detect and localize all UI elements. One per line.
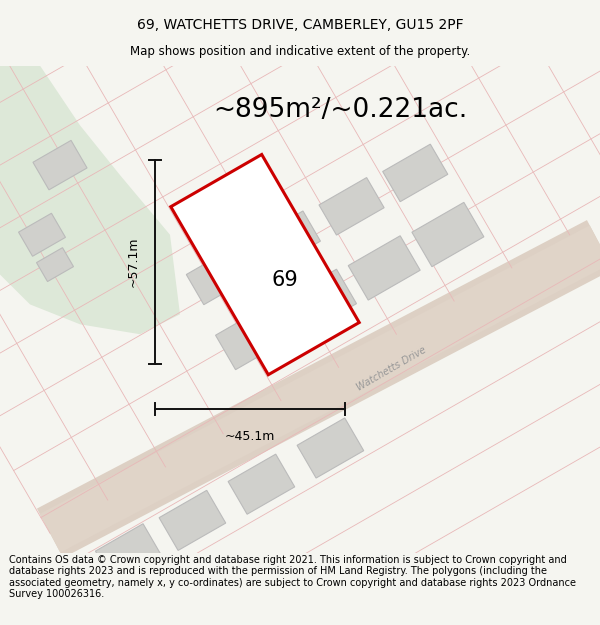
Polygon shape [171,154,359,375]
Polygon shape [159,491,226,551]
Text: ~895m²/~0.221ac.: ~895m²/~0.221ac. [213,98,467,123]
Polygon shape [37,248,73,281]
Text: 69, WATCHETTS DRIVE, CAMBERLEY, GU15 2PF: 69, WATCHETTS DRIVE, CAMBERLEY, GU15 2PF [137,18,463,32]
Polygon shape [383,144,448,202]
Polygon shape [40,226,600,552]
Polygon shape [37,220,600,558]
Polygon shape [319,177,384,235]
Polygon shape [348,236,420,300]
Polygon shape [228,454,295,514]
Polygon shape [187,247,251,305]
Text: Contains OS data © Crown copyright and database right 2021. This information is : Contains OS data © Crown copyright and d… [9,554,576,599]
Text: 69: 69 [272,269,298,289]
Polygon shape [256,211,320,269]
Polygon shape [19,213,65,256]
Text: ~57.1m: ~57.1m [127,237,139,288]
Polygon shape [95,524,162,584]
Polygon shape [0,66,180,334]
Polygon shape [297,418,364,478]
Polygon shape [33,141,87,190]
Polygon shape [412,202,484,267]
Text: Watchetts Drive: Watchetts Drive [355,344,428,392]
Polygon shape [215,306,287,370]
Text: Map shows position and indicative extent of the property.: Map shows position and indicative extent… [130,45,470,58]
Text: ~45.1m: ~45.1m [225,430,275,443]
Polygon shape [284,269,356,334]
